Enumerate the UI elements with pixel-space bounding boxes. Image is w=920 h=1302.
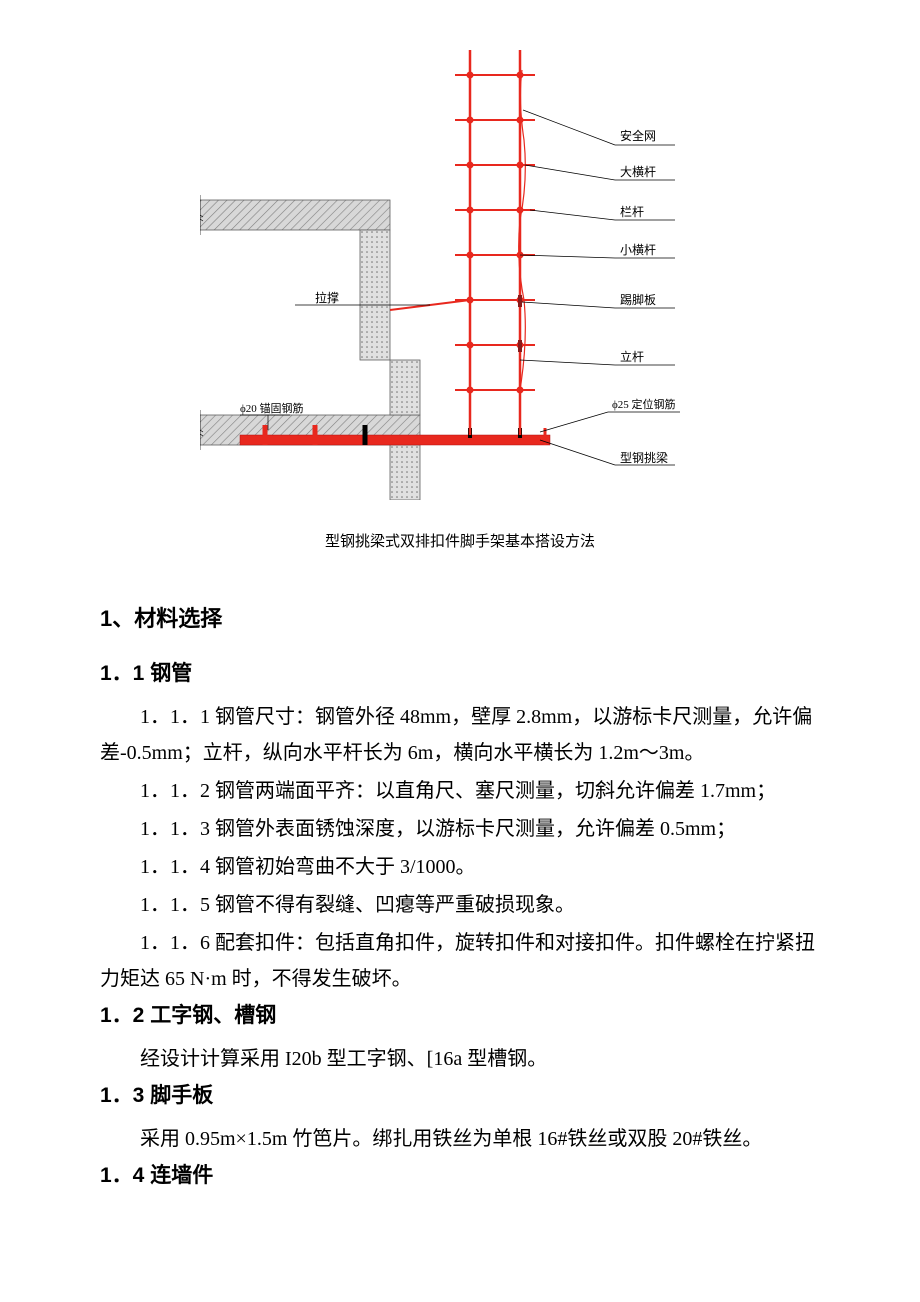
label-kickboard: 踢脚板 bbox=[620, 292, 656, 307]
label-leaders-right bbox=[520, 110, 680, 465]
section-1-3-heading: 1．3 脚手板 bbox=[100, 1079, 820, 1109]
item-1-1-2: 1．1．2 钢管两端面平齐：以直角尺、塞尺测量，切斜允许偏差 1.7mm； bbox=[100, 773, 820, 809]
item-1-1-6: 1．1．6 配套扣件：包括直角扣件，旋转扣件和对接扣件。扣件螺栓在拧紧扭力矩达 … bbox=[100, 925, 820, 997]
label-small-crossbar: 小横杆 bbox=[620, 243, 656, 257]
large-crossbars bbox=[455, 75, 535, 390]
item-1-1-5: 1．1．5 钢管不得有裂缝、凹瘪等严重破损现象。 bbox=[100, 887, 820, 923]
label-steel-beam: 型钢挑梁 bbox=[620, 450, 668, 465]
section-1-3-body: 采用 0.95m×1.5m 竹笆片。绑扎用铁丝为单根 16#铁丝或双股 20#铁… bbox=[100, 1121, 820, 1157]
column-bottom bbox=[390, 445, 420, 500]
column-upper bbox=[360, 230, 390, 360]
label-upright: 立杆 bbox=[620, 349, 644, 364]
diagram-svg: 安全网 大横杆 栏杆 小横杆 踢脚板 立杆 ϕ25 定位钢筋 型钢挑梁 拉撑 ϕ… bbox=[200, 40, 720, 500]
label-anchor-bar: ϕ20 锚固钢筋 bbox=[240, 401, 304, 415]
label-safety-net: 安全网 bbox=[620, 128, 656, 143]
label-brace: 拉撑 bbox=[315, 290, 339, 305]
label-large-crossbar: 大横杆 bbox=[620, 165, 656, 179]
section-1-4-heading: 1．4 连墙件 bbox=[100, 1159, 820, 1189]
section-1-1-heading: 1．1 钢管 bbox=[100, 657, 820, 687]
steel-cantilever-beam bbox=[240, 435, 550, 445]
section-1-heading: 1、材料选择 bbox=[100, 601, 820, 633]
diagram-caption: 型钢挑梁式双排扣件脚手架基本搭设方法 bbox=[100, 530, 820, 551]
section-1-2-body: 经设计计算采用 I20b 型工字钢、[16a 型槽钢。 bbox=[100, 1041, 820, 1077]
scaffold-diagram: 安全网 大横杆 栏杆 小横杆 踢脚板 立杆 ϕ25 定位钢筋 型钢挑梁 拉撑 ϕ… bbox=[100, 40, 820, 500]
item-1-1-3: 1．1．3 钢管外表面锈蚀深度，以游标卡尺测量，允许偏差 0.5mm； bbox=[100, 811, 820, 847]
item-1-1-4: 1．1．4 钢管初始弯曲不大于 3/1000。 bbox=[100, 849, 820, 885]
item-1-1-1: 1．1．1 钢管尺寸：钢管外径 48mm，壁厚 2.8mm，以游标卡尺测量，允许… bbox=[100, 699, 820, 771]
label-railing: 栏杆 bbox=[620, 204, 644, 219]
column-lower bbox=[390, 360, 420, 415]
label-positioning-bar: ϕ25 定位钢筋 bbox=[612, 397, 676, 411]
floor-slab-upper bbox=[200, 200, 390, 230]
section-1-2-heading: 1．2 工字钢、槽钢 bbox=[100, 999, 820, 1029]
